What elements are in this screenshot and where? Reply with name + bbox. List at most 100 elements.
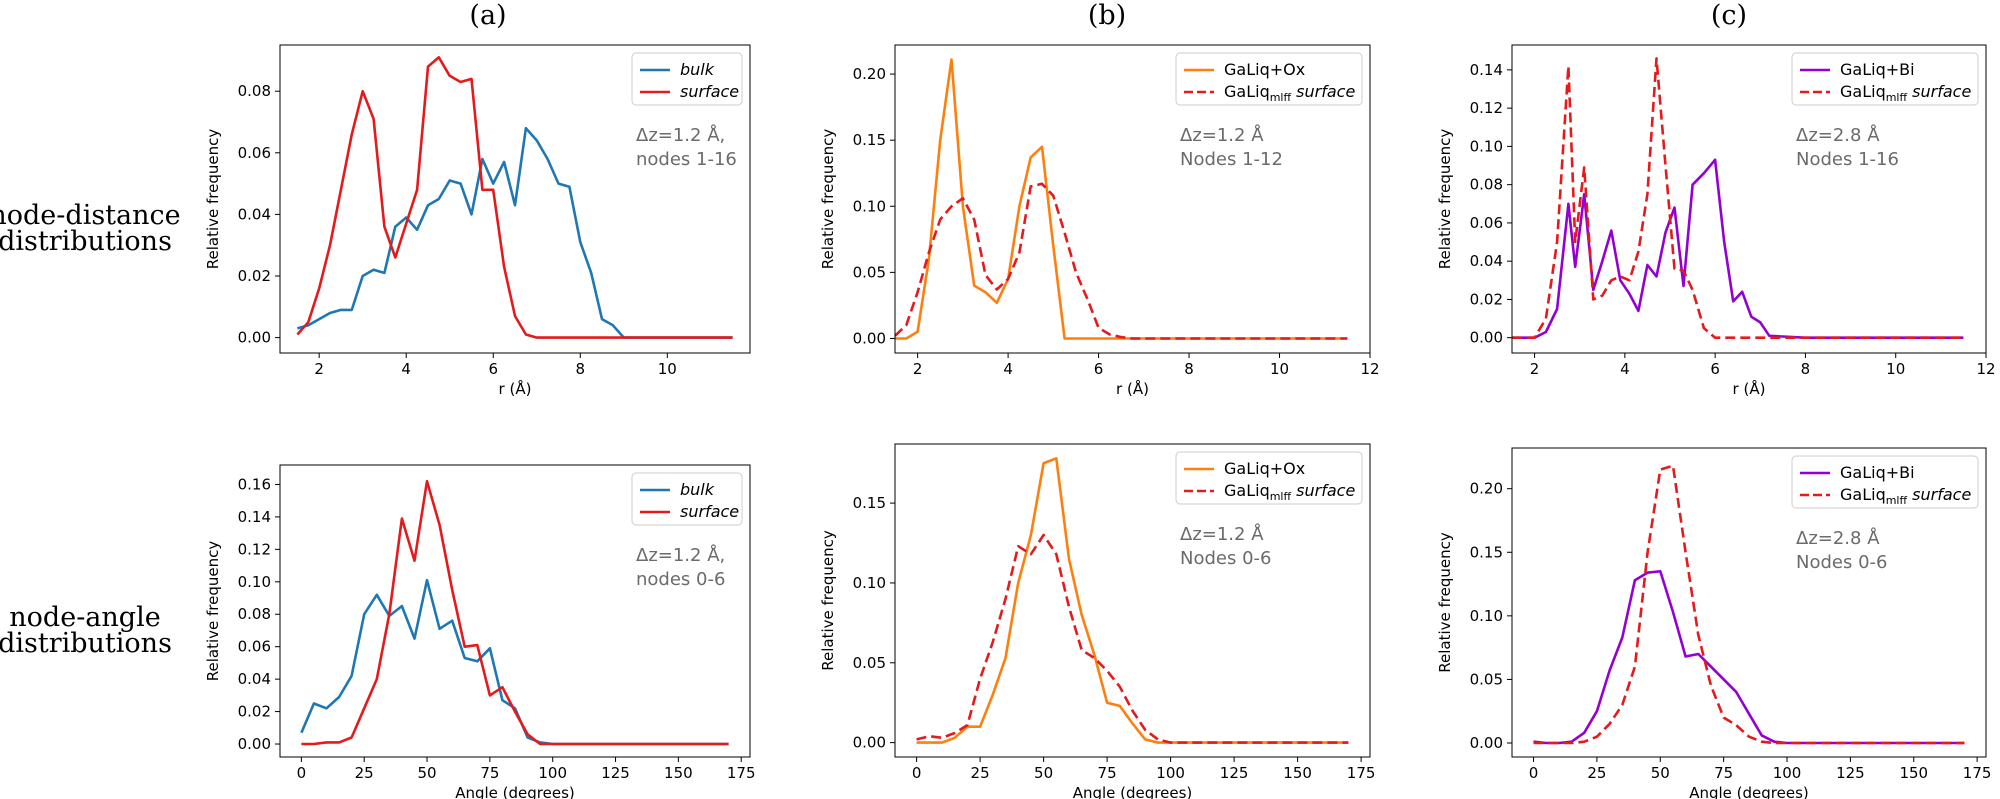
- x-tick-label: 125: [1836, 764, 1865, 782]
- y-axis-title: Relative frequency: [819, 530, 837, 671]
- x-tick-label: 4: [401, 360, 411, 378]
- x-tick-label: 6: [1094, 360, 1104, 378]
- x-tick-label: 150: [664, 764, 693, 782]
- y-tick-label: 0.00: [238, 735, 271, 753]
- legend-entry: GaLiq+Ox: [1224, 60, 1305, 79]
- x-tick-label: 2: [913, 360, 923, 378]
- x-tick-label: 150: [1283, 764, 1312, 782]
- legend-entry: surface: [680, 502, 739, 521]
- y-axis-title: Relative frequency: [819, 129, 837, 270]
- x-tick-label: 25: [1587, 764, 1606, 782]
- y-tick-label: 0.05: [853, 263, 886, 281]
- annotation-text: Nodes 0-6: [1796, 552, 1887, 573]
- y-tick-label: 0.10: [853, 574, 886, 592]
- series-line-galiqmlff-surface: [895, 182, 1348, 340]
- y-tick-label: 0.08: [1470, 176, 1503, 194]
- x-tick-label: 2: [314, 360, 324, 378]
- x-tick-label: 125: [601, 764, 630, 782]
- x-tick-label: 0: [912, 764, 922, 782]
- y-tick-label: 0.12: [238, 540, 271, 558]
- x-tick-label: 50: [1034, 764, 1053, 782]
- x-axis-title: r (Å): [1733, 379, 1766, 398]
- chart-b2-node-angle: 0 25 50 75 100 125 150 175 0.00 0.05 0.10 0.15 Angle…: [819, 443, 1376, 799]
- legend: GaLiq+Ox GaLiqmlff surface: [1175, 451, 1363, 505]
- y-tick-label: 0.20: [853, 65, 886, 83]
- annotation-text: Δz=1.2 Å: [1180, 523, 1264, 545]
- x-tick-label: 100: [538, 764, 567, 782]
- annotation-text: Nodes 0-6: [1180, 548, 1271, 569]
- y-tick-label: 0.15: [1470, 543, 1503, 561]
- x-tick-label: 12: [1976, 360, 1995, 378]
- x-tick-label: 10: [1270, 360, 1289, 378]
- y-tick-label: 0.08: [238, 605, 271, 623]
- chart-a2-node-angle: 0 25 50 75 100 125 150 175 0.00 0.02 0.04 0.06 0.08 0…: [204, 464, 756, 799]
- y-tick-label: 0.05: [1470, 670, 1503, 688]
- series-line-galiqmlff-surface: [1512, 57, 1964, 340]
- x-axis-title: Angle (degrees): [455, 784, 575, 799]
- legend: GaLiq+Bi GaLiqmlff surface: [1791, 455, 1979, 509]
- series-line-galiq-ox: [916, 457, 1349, 744]
- chart-c2-node-angle: 0 25 50 75 100 125 150 175 0.00 0.05 0.10 0.15 0.20 A…: [1436, 447, 1991, 799]
- x-axis-title: Angle (degrees): [1073, 784, 1193, 799]
- series-line-surface: [296, 55, 733, 339]
- x-tick-label: 100: [1156, 764, 1185, 782]
- legend-entry: GaLiq+Ox: [1224, 459, 1305, 478]
- x-tick-label: 8: [1801, 360, 1811, 378]
- x-tick-label: 25: [971, 764, 990, 782]
- y-tick-label: 0.10: [1470, 137, 1503, 155]
- x-tick-label: 25: [355, 764, 374, 782]
- y-tick-label: 0.06: [1470, 214, 1503, 232]
- column-label-b: (b): [1088, 0, 1126, 31]
- y-axis-title: Relative frequency: [204, 541, 222, 682]
- series-line-surface: [301, 479, 729, 746]
- x-tick-label: 125: [1220, 764, 1249, 782]
- series-line-galiq-bi: [1512, 158, 1964, 340]
- y-tick-label: 0.00: [853, 329, 886, 347]
- row-label-angle-1: node-angle: [9, 602, 160, 633]
- y-tick-label: 0.10: [238, 573, 271, 591]
- series-line-galiqmlff-surface: [916, 533, 1349, 744]
- x-tick-label: 175: [1347, 764, 1376, 782]
- x-axis-title: r (Å): [1116, 379, 1149, 398]
- y-tick-label: 0.00: [853, 734, 886, 752]
- x-tick-label: 0: [297, 764, 307, 782]
- column-label-c: (c): [1711, 0, 1747, 31]
- y-tick-label: 0.10: [853, 197, 886, 215]
- row-label-distance-1: node-distance: [0, 200, 181, 231]
- y-axis-title: Relative frequency: [204, 129, 222, 270]
- x-tick-label: 8: [1184, 360, 1194, 378]
- legend: bulk surface: [631, 472, 743, 526]
- annotation-text: Δz=2.8 Å: [1796, 527, 1880, 549]
- annotation-text: Nodes 1-12: [1180, 149, 1283, 170]
- x-tick-label: 2: [1530, 360, 1540, 378]
- y-tick-label: 0.00: [1470, 329, 1503, 347]
- y-tick-label: 0.00: [1470, 734, 1503, 752]
- plot-frame: [894, 443, 1371, 758]
- y-tick-label: 0.02: [238, 267, 271, 285]
- row-label-angle-2: distributions: [0, 628, 172, 659]
- legend-entry: GaLiqmlff surface: [1224, 82, 1355, 104]
- y-tick-label: 0.06: [238, 144, 271, 162]
- annotation-text: nodes 0-6: [636, 569, 725, 590]
- legend: bulk surface: [631, 52, 743, 106]
- legend-entry: GaLiqmlff surface: [1840, 82, 1971, 104]
- x-tick-label: 100: [1773, 764, 1802, 782]
- x-tick-label: 10: [1886, 360, 1905, 378]
- x-tick-label: 75: [1714, 764, 1733, 782]
- x-tick-label: 50: [417, 764, 436, 782]
- plot-frame: [1511, 447, 1987, 758]
- chart-a1-node-distance: 2 4 6 8 10 0.00 0.02 0.04 0.06 0.08 r (Å) Relative …: [204, 44, 751, 398]
- legend-entry: bulk: [680, 60, 715, 79]
- x-tick-label: 6: [488, 360, 498, 378]
- y-tick-label: 0.08: [238, 82, 271, 100]
- y-tick-label: 0.16: [238, 475, 271, 493]
- chart-c1-node-distance: 2 4 6 8 10 12 0.00 0.02 0.04 0.06 0.08 0.10 0.12 0.14…: [1436, 44, 1996, 398]
- x-tick-label: 50: [1651, 764, 1670, 782]
- chart-b1-node-distance: 2 4 6 8 10 12 0.00 0.05 0.10 0.15 0.20 r (Å) Relativ…: [819, 44, 1380, 398]
- x-tick-label: 12: [1360, 360, 1379, 378]
- y-tick-label: 0.15: [853, 494, 886, 512]
- y-axis-title: Relative frequency: [1436, 532, 1454, 673]
- annotation-text: Δz=1.2 Å,: [636, 124, 725, 146]
- plot-frame: [279, 44, 751, 354]
